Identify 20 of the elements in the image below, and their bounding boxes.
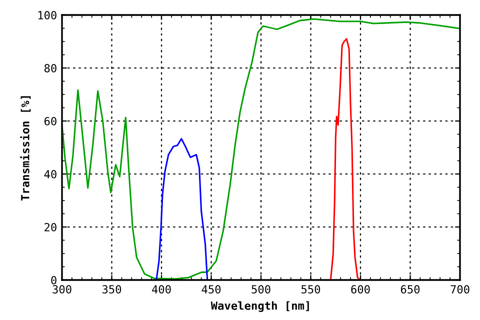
x-tick-label: 600 [351, 285, 370, 294]
line-series [62, 18, 459, 280]
y-tick-label: 40 [44, 170, 56, 178]
x-tick-label: 550 [301, 285, 320, 294]
y-tick-label: 100 [38, 11, 56, 20]
line-series [330, 38, 361, 280]
x-tick-label: 350 [102, 285, 122, 294]
y-tick-label: 60 [44, 117, 56, 126]
x-tick-label: 650 [400, 285, 420, 294]
x-tick-label: 700 [450, 285, 470, 294]
x-tick-label: 300 [52, 285, 72, 294]
x-tick-label: 400 [152, 285, 171, 294]
x-tick-label: 450 [202, 285, 221, 294]
y-tick-label: 20 [44, 223, 56, 232]
line-series [156, 138, 208, 280]
x-tick-label: 500 [252, 285, 270, 294]
y-tick-label: 0 [51, 276, 56, 284]
x-axis-title: Wavelength [nm] [210, 301, 309, 312]
y-axis-title: Transmission [%] [20, 96, 31, 201]
y-tick-label: 80 [44, 64, 56, 72]
